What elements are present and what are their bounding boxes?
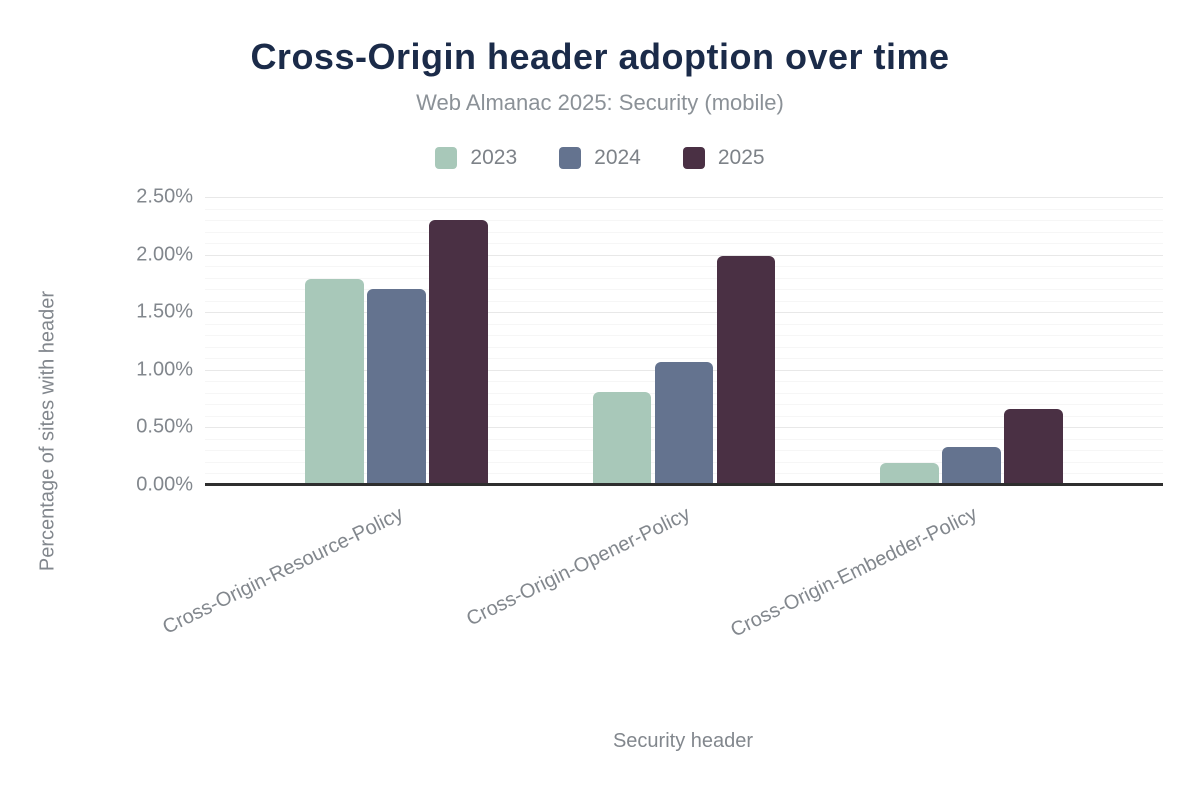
- gridline-major: [205, 197, 1163, 198]
- gridline-minor: [205, 220, 1163, 222]
- gridline-major: [205, 254, 1163, 256]
- legend-item-2023[interactable]: 2023: [435, 146, 517, 170]
- legend-swatch: [682, 147, 705, 169]
- bar-2024-cat0[interactable]: [367, 289, 426, 485]
- gridline-minor: [205, 335, 1163, 337]
- y-tick-label: 2.00%: [136, 243, 193, 266]
- gridline-minor: [205, 243, 1163, 245]
- y-tick-label: 1.00%: [136, 358, 193, 381]
- bar-2025-cat0[interactable]: [429, 220, 488, 485]
- gridline-minor: [205, 300, 1163, 302]
- gridline-minor: [205, 358, 1163, 360]
- chart-title: Cross-Origin header adoption over time: [250, 36, 950, 77]
- bar-2024-cat2[interactable]: [942, 446, 1001, 485]
- bar-2023-cat2[interactable]: [880, 463, 939, 485]
- legend-label: 2023: [470, 146, 518, 169]
- bar-2025-cat1[interactable]: [716, 255, 776, 485]
- chart-subtitle: Web Almanac 2025: Security (mobile): [416, 90, 784, 115]
- y-tick-label: 1.50%: [136, 300, 193, 323]
- x-axis-line: [205, 483, 1163, 486]
- legend-swatch: [435, 147, 458, 169]
- legend-item-2025[interactable]: 2025: [682, 146, 765, 170]
- bar-2023-cat0[interactable]: [305, 278, 364, 485]
- x-axis-title: Security header: [612, 730, 754, 752]
- gridline-minor: [205, 231, 1163, 233]
- y-tick-label: 0.50%: [136, 415, 193, 438]
- gridline-minor: [205, 323, 1163, 325]
- legend-item-2024[interactable]: 2024: [559, 146, 641, 170]
- legend: 2023 2024 2025: [0, 144, 1200, 172]
- gridline-minor: [205, 266, 1163, 268]
- legend-label: 2025: [717, 146, 765, 169]
- y-tick-label: 0.00%: [136, 473, 193, 496]
- plot-area: [205, 197, 1163, 486]
- y-tick-label: 2.50%: [136, 185, 193, 208]
- gridline-minor: [205, 289, 1163, 291]
- bar-2023-cat1[interactable]: [592, 391, 652, 485]
- gridline-minor: [205, 208, 1163, 210]
- gridline-minor: [205, 346, 1163, 348]
- legend-label: 2024: [594, 146, 641, 169]
- y-axis-title: Percentage of sites with header: [36, 290, 59, 572]
- bar-2024-cat1[interactable]: [654, 361, 714, 485]
- gridline-minor: [205, 277, 1163, 279]
- legend-swatch: [559, 147, 582, 169]
- gridline-major: [205, 312, 1163, 314]
- bar-2025-cat2[interactable]: [1004, 408, 1063, 485]
